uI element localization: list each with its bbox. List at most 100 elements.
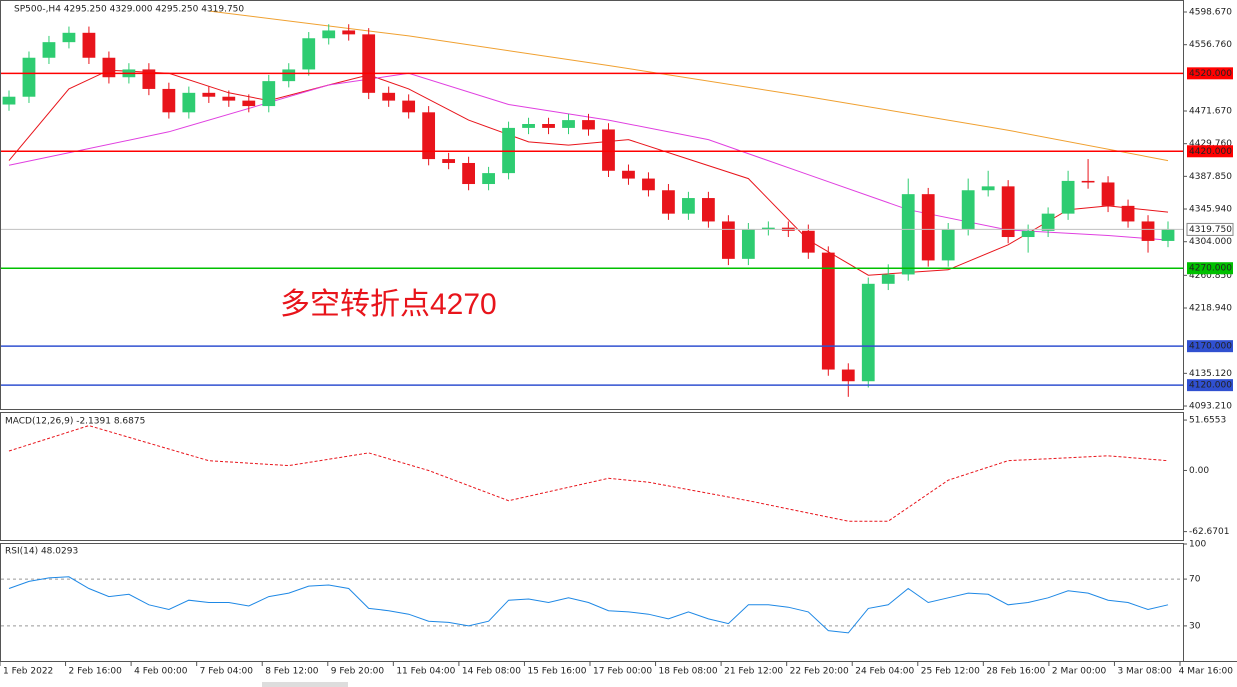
- plot-area: [1, 576, 1183, 634]
- price-panel: [0, 0, 1184, 410]
- moving-average: [208, 10, 1169, 162]
- x-tick-label: 1 Feb 2022: [3, 667, 53, 677]
- y-tick-label: 4135.120: [1189, 369, 1232, 379]
- level-label: 4270.000: [1189, 264, 1232, 274]
- candle-body: [102, 57, 116, 78]
- symbol-header: SP500-,H4 4295.250 4329.000 4295.250 431…: [14, 5, 244, 15]
- y-tick-label: 4429.760: [1189, 139, 1232, 149]
- candle-body: [741, 229, 755, 259]
- y-tick-label: 100: [1189, 540, 1206, 550]
- candle-body: [1161, 229, 1175, 241]
- level-label: 4170.000: [1189, 342, 1232, 352]
- level-tag: [1186, 222, 1234, 236]
- candle-body: [542, 124, 555, 128]
- candle-body: [901, 194, 915, 275]
- candle-body: [961, 190, 975, 230]
- candle-body: [502, 127, 515, 174]
- x-tick-label: 4 Feb 00:00: [134, 667, 188, 677]
- y-tick-label: 4260.850: [1189, 271, 1232, 281]
- candle-body: [981, 186, 995, 191]
- candle-body: [582, 120, 595, 130]
- candle-body: [342, 30, 356, 35]
- x-tick-label: 4 Mar 16:00: [1179, 667, 1234, 677]
- x-tick-label: 21 Feb 12:00: [724, 667, 783, 677]
- macd-panel: [0, 412, 1184, 541]
- candle-body: [642, 178, 655, 191]
- x-tick-label: 17 Feb 00:00: [593, 667, 652, 677]
- candle-body: [262, 81, 276, 107]
- y-tick-label: 51.6553: [1189, 416, 1226, 426]
- level-tag: [1187, 67, 1233, 80]
- candle-body: [202, 92, 216, 97]
- candle-body: [1021, 230, 1035, 238]
- candle-body: [142, 69, 156, 89]
- level-label: 4520.000: [1189, 69, 1232, 79]
- x-tick-label: 7 Feb 04:00: [200, 667, 254, 677]
- x-tick-label: 8 Feb 12:00: [265, 667, 319, 677]
- candle-body: [82, 32, 96, 58]
- x-tick-label: 18 Feb 08:00: [659, 667, 718, 677]
- candle-body: [522, 124, 535, 128]
- candle-body: [242, 100, 256, 107]
- plot-area: [8, 425, 1169, 522]
- candle-body: [841, 369, 855, 382]
- y-tick-label: -62.6701: [1189, 527, 1229, 537]
- y-tick-label: 4598.670: [1189, 8, 1232, 18]
- candle-body: [282, 69, 296, 82]
- candle-body: [22, 57, 36, 97]
- candle-body: [362, 34, 376, 93]
- candle-body: [442, 159, 456, 163]
- candle-body: [42, 42, 56, 58]
- plot-area: [2, 10, 1175, 397]
- x-tick-label: 25 Feb 12:00: [921, 667, 980, 677]
- level-tag: [1187, 145, 1233, 158]
- candle-body: [62, 32, 76, 43]
- candle-body: [422, 112, 436, 160]
- candle-body: [1121, 205, 1135, 222]
- candle-body: [702, 198, 715, 222]
- candle-body: [1081, 180, 1095, 183]
- y-tick-label: 4387.850: [1189, 172, 1232, 182]
- candle-body: [1041, 213, 1055, 231]
- candle-body: [382, 92, 396, 101]
- x-tick-label: 11 Feb 04:00: [396, 667, 455, 677]
- y-tick-label: 4556.760: [1189, 40, 1232, 50]
- x-tick-label: 2 Feb 16:00: [69, 667, 123, 677]
- candle-body: [562, 120, 575, 128]
- macd-signal: [8, 425, 1169, 522]
- candle-body: [821, 252, 835, 370]
- candle-body: [721, 221, 735, 259]
- candle-body: [222, 96, 236, 101]
- x-tick-label: 3 Mar 08:00: [1117, 667, 1172, 677]
- candle-body: [182, 92, 196, 113]
- annotation: 多空转折点4270: [280, 288, 497, 321]
- candle-body: [622, 170, 635, 179]
- candle-body: [1061, 180, 1075, 214]
- y-tick-label: 70: [1189, 575, 1201, 585]
- moving-average: [8, 69, 1169, 276]
- scrollbar: [262, 682, 348, 687]
- x-tick-label: 22 Feb 20:00: [790, 667, 849, 677]
- candle-body: [881, 274, 895, 284]
- candle-body: [662, 190, 675, 214]
- y-tick-label: 4471.670: [1189, 107, 1232, 117]
- candle-body: [861, 283, 875, 382]
- y-tick-label: 0.00: [1189, 466, 1209, 476]
- candle-body: [1001, 186, 1015, 238]
- candle-body: [602, 129, 615, 171]
- x-tick-label: 9 Feb 20:00: [331, 667, 385, 677]
- candle-body: [302, 38, 316, 70]
- candle-body: [761, 227, 775, 230]
- level-label: 4319.750: [1189, 225, 1232, 235]
- rsi-line: [8, 576, 1169, 634]
- level-tag: [1187, 379, 1233, 392]
- candle-body: [1101, 182, 1115, 206]
- level-label: 4420.000: [1189, 147, 1232, 157]
- candle-body: [682, 198, 695, 214]
- x-tick-label: 24 Feb 04:00: [855, 667, 914, 677]
- candle-body: [941, 229, 955, 261]
- candle-body: [402, 100, 416, 113]
